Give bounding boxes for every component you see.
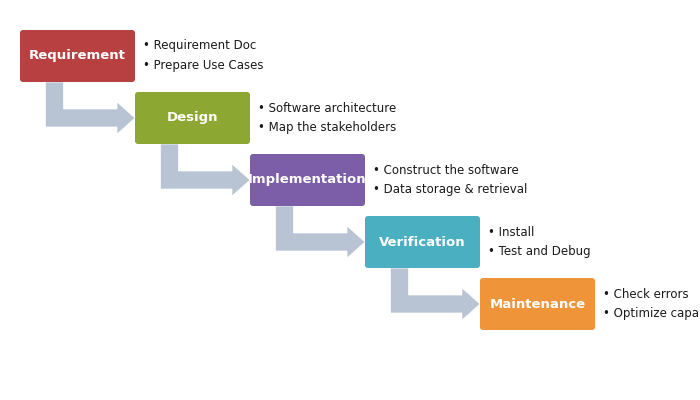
Text: • Install: • Install bbox=[488, 226, 534, 238]
Text: • Optimize capabilities: • Optimize capabilities bbox=[603, 308, 700, 320]
Text: • Prepare Use Cases: • Prepare Use Cases bbox=[143, 60, 263, 72]
FancyBboxPatch shape bbox=[20, 30, 135, 82]
Text: Maintenance: Maintenance bbox=[489, 298, 586, 310]
FancyBboxPatch shape bbox=[135, 92, 250, 144]
Text: • Test and Debug: • Test and Debug bbox=[488, 246, 591, 258]
Polygon shape bbox=[160, 144, 250, 196]
FancyBboxPatch shape bbox=[480, 278, 595, 330]
Text: • Map the stakeholders: • Map the stakeholders bbox=[258, 122, 396, 134]
Text: • Data storage & retrieval: • Data storage & retrieval bbox=[373, 184, 527, 196]
Text: • Construct the software: • Construct the software bbox=[373, 164, 519, 176]
Text: Design: Design bbox=[167, 112, 218, 124]
Text: • Software architecture: • Software architecture bbox=[258, 102, 396, 114]
Text: Requirement: Requirement bbox=[29, 50, 126, 62]
Text: • Requirement Doc: • Requirement Doc bbox=[143, 40, 256, 52]
Polygon shape bbox=[46, 82, 135, 134]
Polygon shape bbox=[391, 268, 480, 320]
Polygon shape bbox=[276, 206, 365, 258]
Text: Verification: Verification bbox=[379, 236, 466, 248]
Text: • Check errors: • Check errors bbox=[603, 288, 689, 300]
FancyBboxPatch shape bbox=[250, 154, 365, 206]
FancyBboxPatch shape bbox=[365, 216, 480, 268]
Text: Implementation: Implementation bbox=[248, 174, 367, 186]
